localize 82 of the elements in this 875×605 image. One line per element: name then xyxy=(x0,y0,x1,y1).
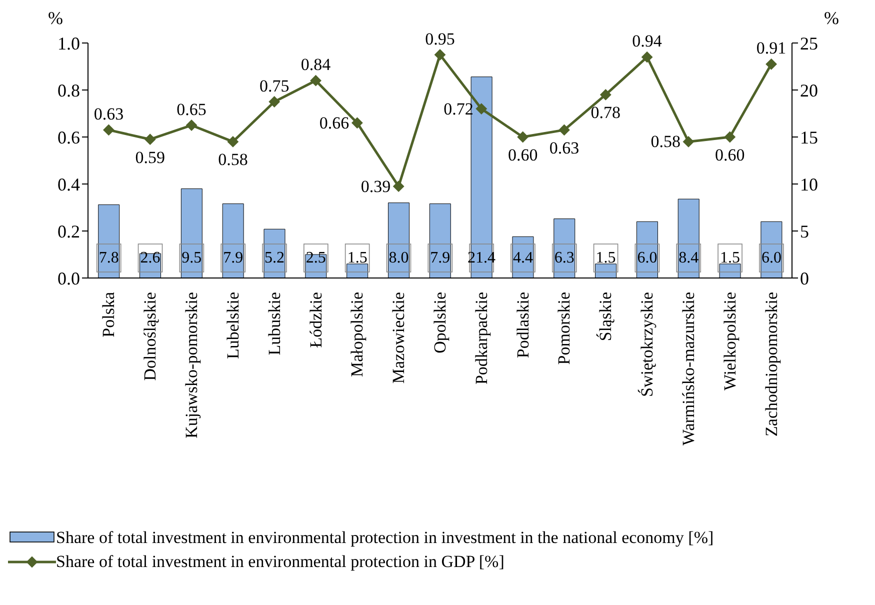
point xyxy=(352,117,363,128)
point xyxy=(642,52,653,63)
x-tick-label: Warmińsko-mazurskie xyxy=(678,292,698,446)
point xyxy=(103,124,114,136)
data-label: 0.59 xyxy=(135,148,165,167)
point xyxy=(600,89,612,100)
data-label: 7.8 xyxy=(98,250,119,266)
point xyxy=(268,96,280,108)
data-label: 6.3 xyxy=(554,250,574,266)
data-label: 2.6 xyxy=(140,250,160,266)
x-tick-label: Łódzkie xyxy=(306,292,326,348)
data-label: 4.4 xyxy=(512,250,533,266)
x-tick-label: Śląskie xyxy=(596,292,616,342)
y-tick-label: 0.8 xyxy=(58,80,80,100)
x-tick-label: Wielkopolskie xyxy=(720,292,740,390)
data-label: 8.4 xyxy=(678,250,699,266)
data-label: 6.0 xyxy=(761,250,782,266)
y2-tick-label: 0 xyxy=(800,268,809,288)
data-label: 0.60 xyxy=(715,146,745,164)
data-label: 0.95 xyxy=(425,29,455,48)
point xyxy=(517,132,528,142)
x-tick-label: Lubuskie xyxy=(264,292,284,356)
legend-label: Share of total investment in environmental protection in investment in the national economy [%] xyxy=(56,528,714,548)
point xyxy=(227,136,238,148)
y-tick-label: 0.4 xyxy=(58,174,80,194)
data-label: 0.66 xyxy=(319,113,350,132)
x-tick-label: Opolskie xyxy=(430,292,450,354)
point xyxy=(476,103,487,114)
legend-label: Share of total investment in environmental protection in GDP [%] xyxy=(56,552,504,572)
data-label: 1.5 xyxy=(347,250,368,266)
data-label: 5.2 xyxy=(264,250,284,266)
data-label: 0.84 xyxy=(300,55,332,74)
point xyxy=(682,136,694,148)
y2-axis-title: % xyxy=(824,8,839,28)
point xyxy=(393,180,404,192)
x-tick-label: Kujawsko-pomorskie xyxy=(182,292,202,438)
x-tick-label: Mazowieckie xyxy=(389,292,408,384)
data-label: 1.5 xyxy=(720,250,740,266)
y-tick-label: 0.2 xyxy=(58,221,80,242)
point xyxy=(144,134,156,145)
x-tick-label: Dolnośląskie xyxy=(140,292,160,381)
y2-tick-label: 20 xyxy=(800,80,818,100)
data-label: 0.39 xyxy=(360,176,391,196)
x-tick-label: Lubelskie xyxy=(223,292,242,360)
y2-tick-label: 10 xyxy=(800,174,818,194)
data-label: 8.0 xyxy=(388,250,409,266)
data-label: 0.91 xyxy=(756,38,786,58)
y2-tick-label: 15 xyxy=(800,127,818,148)
point xyxy=(434,49,446,60)
y-tick-label: 0.0 xyxy=(58,268,80,288)
data-label: 0.65 xyxy=(176,100,206,119)
x-tick-label: Podkarpackie xyxy=(472,292,491,385)
data-label: 0.94 xyxy=(632,32,662,51)
y-axis-title: % xyxy=(48,8,63,28)
data-label: 2.5 xyxy=(306,250,326,266)
data-label: 0.63 xyxy=(549,138,580,158)
x-tick-label: Małopolskie xyxy=(348,292,367,377)
y2-tick-label: 25 xyxy=(800,33,818,54)
y-tick-label: 0.6 xyxy=(58,127,80,148)
point xyxy=(186,120,198,131)
data-label: 0.58 xyxy=(218,150,248,170)
y-tick-label: 1.0 xyxy=(58,33,80,54)
point xyxy=(558,124,570,136)
point xyxy=(724,132,736,142)
data-label: 7.9 xyxy=(430,250,450,266)
y2-tick-label: 5 xyxy=(800,221,809,242)
x-tick-label: Pomorskie xyxy=(554,292,574,365)
x-tick-label: Polska xyxy=(99,292,118,338)
data-label: 0.58 xyxy=(650,132,680,152)
data-label: 9.5 xyxy=(182,250,202,266)
data-label: 0.75 xyxy=(259,76,290,96)
x-tick-label: Podlaskie xyxy=(513,292,532,358)
point xyxy=(766,58,777,70)
x-tick-label: Świętokrzyskie xyxy=(638,292,657,397)
data-label: 1.5 xyxy=(596,250,616,266)
point xyxy=(310,75,322,86)
data-label: 7.9 xyxy=(223,250,244,266)
data-label: 0.63 xyxy=(94,104,124,124)
data-label: 6.0 xyxy=(637,250,658,266)
data-label: 0.60 xyxy=(508,146,538,164)
data-label: 0.78 xyxy=(590,103,621,122)
x-tick-label: Zachodniopomorskie xyxy=(762,292,781,436)
